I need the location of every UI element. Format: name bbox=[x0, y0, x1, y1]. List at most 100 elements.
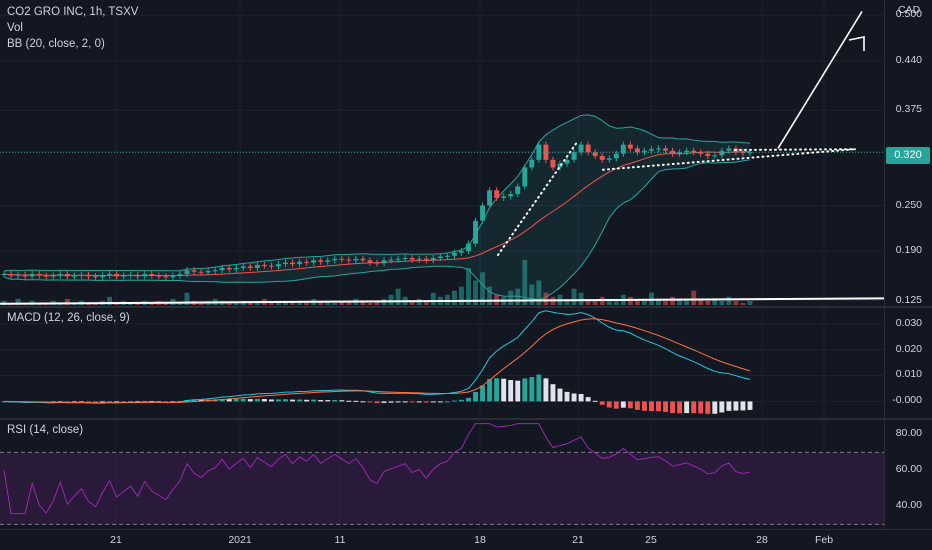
candle-body bbox=[276, 264, 281, 267]
candle-body bbox=[353, 258, 359, 261]
volume-bar bbox=[698, 298, 704, 305]
candle-body bbox=[705, 153, 711, 157]
macd-histogram-bar bbox=[501, 378, 507, 402]
volume-bar bbox=[747, 300, 753, 305]
volume-bar bbox=[613, 300, 619, 305]
macd-histogram-bar bbox=[374, 401, 380, 404]
price-axis-label: 0.500 bbox=[895, 8, 922, 21]
candle-body bbox=[712, 155, 718, 157]
candle-body bbox=[170, 275, 176, 278]
candle-body bbox=[191, 270, 197, 272]
macd-histogram-bar bbox=[747, 401, 753, 410]
volume-bar bbox=[15, 298, 21, 305]
candle-body bbox=[684, 150, 690, 153]
volume-bar bbox=[592, 300, 598, 305]
macd-histogram-bar bbox=[571, 393, 577, 402]
candle-body bbox=[1, 274, 7, 276]
volume-bar bbox=[268, 302, 274, 305]
candle-body bbox=[29, 274, 35, 277]
candle-body bbox=[585, 144, 591, 153]
macd-histogram-bar bbox=[346, 400, 352, 402]
candle-body bbox=[290, 262, 296, 265]
candle-body bbox=[184, 270, 190, 275]
candle-body bbox=[557, 163, 563, 168]
volume-bar bbox=[606, 298, 612, 305]
candle-body bbox=[656, 148, 661, 150]
macd-histogram-bar bbox=[297, 399, 303, 402]
macd-histogram-bar bbox=[712, 401, 718, 414]
macd-histogram-bar bbox=[247, 399, 253, 402]
macd-histogram-bar bbox=[585, 397, 591, 402]
macd-histogram-bar bbox=[466, 397, 471, 402]
macd-histogram-bar bbox=[494, 378, 500, 402]
candle-body bbox=[367, 260, 373, 263]
candle-body bbox=[501, 196, 507, 198]
macd-histogram-bar bbox=[163, 401, 169, 403]
macd-histogram-bar bbox=[487, 379, 493, 402]
triangle-upper-dotted-line bbox=[734, 148, 856, 151]
macd-histogram-bar bbox=[339, 400, 345, 402]
volume-bar bbox=[677, 298, 683, 305]
candle-body bbox=[627, 144, 633, 149]
volume-bar bbox=[395, 288, 401, 305]
candle-body bbox=[233, 267, 239, 270]
macd-histogram-bar bbox=[416, 401, 422, 403]
candle-body bbox=[430, 258, 436, 261]
macd-histogram-bar bbox=[508, 380, 514, 402]
price-axis-label: 0.375 bbox=[895, 103, 922, 116]
candle-body bbox=[374, 262, 380, 264]
volume-bar bbox=[691, 290, 697, 305]
volume-bar bbox=[409, 300, 415, 305]
target-arrow bbox=[777, 10, 863, 149]
macd-histogram-bar bbox=[85, 401, 91, 403]
macd-histogram-bar bbox=[641, 401, 647, 411]
candle-body bbox=[578, 144, 584, 153]
volume-bar bbox=[135, 302, 141, 305]
volume-bar bbox=[684, 300, 690, 305]
macd-axis-label: 0.010 bbox=[895, 368, 922, 381]
candle-body bbox=[564, 159, 570, 164]
candle-body bbox=[409, 258, 415, 260]
last-price-tag: 0.320 bbox=[886, 147, 930, 164]
candle-body bbox=[226, 267, 232, 270]
volume-bar bbox=[663, 300, 669, 305]
macd-histogram-bar bbox=[473, 391, 478, 402]
macd-histogram-bar bbox=[578, 393, 584, 402]
rsi-line bbox=[3, 423, 751, 515]
candle-body bbox=[677, 152, 683, 154]
macd-histogram-bar bbox=[480, 385, 486, 402]
candle-body bbox=[416, 258, 422, 260]
candle-body bbox=[78, 274, 84, 276]
bb-upper-band bbox=[3, 114, 751, 272]
macd-histogram-bar bbox=[557, 388, 563, 402]
macd-histogram-bar bbox=[78, 401, 84, 403]
symbol-title: CO2 GRO INC, 1h, TSXV bbox=[7, 6, 139, 18]
volume-bar bbox=[360, 300, 366, 305]
macd-histogram-bar bbox=[663, 401, 669, 412]
candle-body bbox=[93, 276, 98, 278]
volume-bar bbox=[719, 300, 725, 305]
candle-body bbox=[719, 150, 725, 156]
candle-body bbox=[571, 152, 577, 160]
rsi-axis-label: 60.00 bbox=[895, 463, 922, 476]
volume-bar bbox=[318, 300, 324, 305]
candle-body bbox=[71, 275, 77, 277]
macd-histogram-bar bbox=[318, 400, 324, 402]
candle-body bbox=[268, 265, 274, 267]
candle-body bbox=[480, 205, 486, 221]
macd-histogram-bar bbox=[458, 399, 464, 402]
price-axis-label: 0.440 bbox=[895, 53, 922, 66]
macd-histogram-bar bbox=[726, 401, 732, 411]
macd-histogram-bar bbox=[698, 401, 704, 414]
candle-body bbox=[339, 258, 345, 260]
triangle-lower-dotted-line bbox=[602, 148, 856, 171]
macd-histogram-bar bbox=[522, 378, 528, 402]
volume-bar bbox=[367, 302, 373, 305]
candle-body bbox=[381, 260, 387, 264]
time-axis-label: Feb bbox=[814, 534, 834, 546]
macd-axis-label: 0.030 bbox=[895, 316, 922, 329]
candle-body bbox=[613, 153, 619, 159]
price-axis-label: 0.250 bbox=[895, 198, 922, 211]
bb-lower-band bbox=[3, 159, 751, 301]
